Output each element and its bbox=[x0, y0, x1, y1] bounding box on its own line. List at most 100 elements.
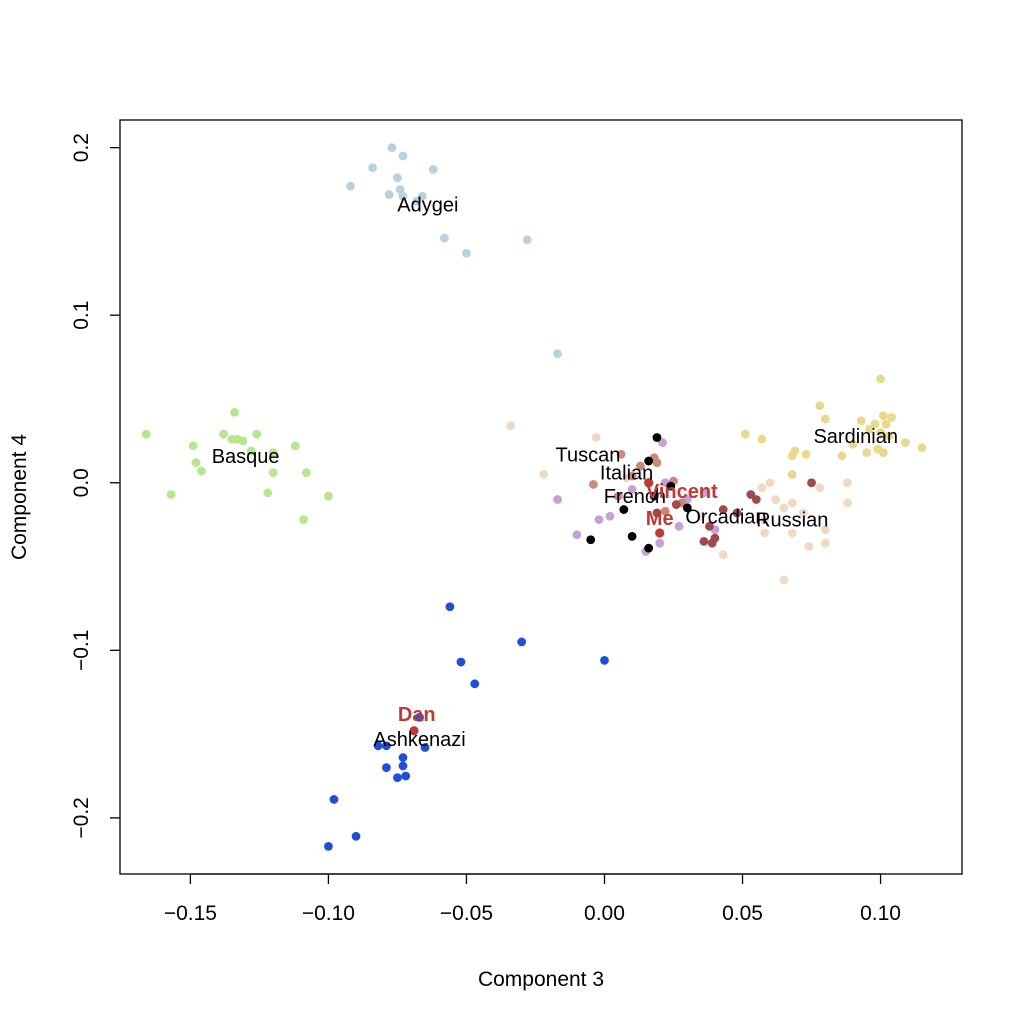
point-tuscan bbox=[649, 491, 659, 501]
point-sardinian bbox=[790, 446, 800, 456]
point-basque bbox=[188, 441, 198, 451]
group-labels: Adygei Basque Ashkenazi Sardinian Russian Fre… bbox=[212, 195, 898, 752]
point-sardinian bbox=[820, 414, 830, 424]
point-russian bbox=[787, 528, 797, 538]
label-orcadian: Orcadian bbox=[685, 506, 766, 528]
point-adygei bbox=[412, 196, 422, 206]
point-sardinian bbox=[801, 449, 811, 459]
point-ashkenazi bbox=[470, 679, 480, 689]
point-french bbox=[572, 530, 582, 540]
x-tick-label: 0.05 bbox=[722, 902, 763, 925]
x-tick-label: 0.10 bbox=[860, 902, 901, 925]
point-french bbox=[655, 538, 665, 548]
point-basque bbox=[246, 446, 256, 456]
point-basque bbox=[191, 458, 201, 468]
point-basque bbox=[197, 466, 206, 476]
point-french bbox=[627, 485, 637, 494]
point-basque bbox=[290, 441, 300, 451]
point-russian bbox=[820, 525, 830, 535]
point-dan bbox=[409, 726, 419, 736]
x-tick-label: −0.15 bbox=[164, 902, 217, 925]
point-russian bbox=[760, 515, 770, 525]
point-tuscan bbox=[644, 456, 654, 466]
point-vincent bbox=[644, 478, 654, 488]
point-italian bbox=[616, 449, 626, 459]
point-ashkenazi bbox=[456, 657, 466, 667]
point-sardinian bbox=[901, 438, 910, 447]
label-french: French bbox=[604, 486, 666, 508]
point-italian bbox=[652, 458, 662, 468]
point-french bbox=[605, 511, 615, 521]
point-adygei bbox=[387, 143, 397, 153]
x-tick-label: −0.10 bbox=[302, 902, 355, 925]
point-adygei bbox=[398, 151, 408, 161]
point-sardinian bbox=[917, 443, 927, 452]
point-russian bbox=[765, 478, 775, 488]
label-dan: Dan bbox=[398, 704, 436, 726]
point-sardinian bbox=[740, 429, 750, 439]
point-tuscan bbox=[644, 543, 654, 553]
point-adygei bbox=[398, 191, 408, 201]
point-basque bbox=[324, 491, 333, 501]
point-orcadian bbox=[718, 505, 728, 514]
point-russian bbox=[760, 528, 770, 538]
point-orcadian bbox=[732, 508, 742, 518]
point-tuscan bbox=[666, 481, 676, 491]
point-sardinian bbox=[876, 374, 885, 384]
point-basque bbox=[301, 468, 311, 478]
point-russian bbox=[843, 498, 852, 508]
plot-frame bbox=[119, 119, 963, 875]
point-orcadian bbox=[652, 508, 662, 518]
point-adygei bbox=[462, 248, 471, 258]
point-sardinian bbox=[878, 411, 888, 421]
point-russian bbox=[771, 495, 781, 504]
point-russian bbox=[757, 483, 767, 493]
point-ashkenazi bbox=[373, 741, 383, 751]
point-adygei bbox=[393, 173, 402, 183]
point-sardinian bbox=[787, 469, 797, 479]
point-basque bbox=[141, 429, 151, 439]
label-adygei: Adygei bbox=[397, 195, 458, 217]
point-basque bbox=[263, 488, 273, 498]
point-sardinian bbox=[865, 424, 874, 434]
point-tuscan bbox=[627, 531, 637, 541]
point-adygei bbox=[428, 165, 438, 174]
point-adygei bbox=[522, 235, 532, 245]
point-russian bbox=[696, 511, 706, 521]
point-russian bbox=[804, 542, 814, 551]
point-ashkenazi bbox=[420, 743, 430, 752]
point-ashkenazi bbox=[600, 655, 609, 665]
point-orcadian bbox=[710, 533, 720, 543]
point-tuscan bbox=[652, 433, 662, 442]
point-russian bbox=[815, 483, 825, 493]
point-russian bbox=[798, 508, 808, 518]
point-italian bbox=[589, 480, 598, 489]
label-basque: Basque bbox=[212, 446, 280, 468]
point-me bbox=[655, 528, 665, 538]
point-sardinian bbox=[878, 448, 888, 457]
point-french bbox=[699, 488, 709, 498]
point-russian bbox=[591, 433, 601, 442]
point-orcadian bbox=[751, 495, 761, 504]
point-orcadian bbox=[671, 500, 681, 509]
point-sardinian bbox=[884, 431, 894, 441]
point-sardinian bbox=[862, 448, 872, 457]
point-orcadian bbox=[705, 521, 714, 531]
point-sardinian bbox=[881, 419, 891, 429]
point-russian bbox=[539, 469, 549, 479]
point-basque bbox=[252, 429, 262, 439]
y-tick-label: 0.1 bbox=[70, 301, 93, 330]
x-axis-label: Component 3 bbox=[478, 968, 604, 991]
point-adygei bbox=[368, 163, 377, 173]
point-adygei bbox=[384, 190, 394, 199]
point-ashkenazi bbox=[382, 763, 391, 773]
point-ashkenazi bbox=[401, 771, 411, 781]
y-axis-label: Component 4 bbox=[8, 434, 31, 560]
point-ashkenazi bbox=[398, 761, 408, 771]
point-sardinian bbox=[856, 416, 866, 426]
x-tick-label: −0.05 bbox=[440, 902, 493, 925]
point-russian bbox=[787, 498, 797, 508]
point-basque bbox=[238, 436, 248, 446]
point-italian bbox=[627, 471, 637, 481]
